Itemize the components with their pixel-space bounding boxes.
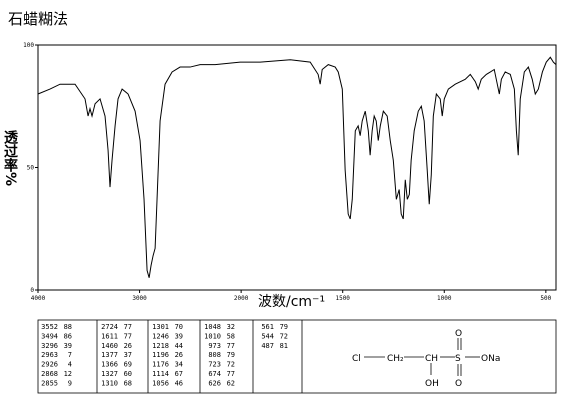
- x-tick-label: 2000: [234, 295, 249, 302]
- spectrum-line: [37, 56, 557, 278]
- peak-transmittance: 72: [280, 332, 288, 340]
- x-tick-label: 1000: [437, 295, 452, 302]
- peak-transmittance: 26: [124, 342, 132, 350]
- peak-wavenumber: 1056: [152, 379, 169, 387]
- peak-transmittance: 77: [227, 370, 235, 378]
- peak-wavenumber: 2855: [41, 379, 58, 387]
- peak-transmittance: 79: [280, 323, 288, 331]
- table-frame: [37, 319, 557, 394]
- peak-transmittance: 46: [175, 379, 183, 387]
- peak-transmittance: 70: [175, 323, 183, 331]
- peak-wavenumber: 2926: [41, 361, 58, 369]
- peak-transmittance: 68: [124, 379, 132, 387]
- peak-wavenumber: 1048: [204, 323, 221, 331]
- peak-transmittance: 44: [175, 342, 183, 350]
- peak-wavenumber: 626: [208, 379, 221, 387]
- y-tick-label: 0: [30, 287, 34, 294]
- structure: Cl CH₂ CH OH S O O ONa: [352, 329, 500, 389]
- peak-transmittance: 26: [175, 351, 183, 359]
- peak-wavenumber: 487: [261, 342, 274, 350]
- peak-wavenumber: 973: [208, 342, 221, 350]
- peak-transmittance: 62: [227, 379, 235, 387]
- peak-transmittance: 4: [68, 361, 72, 369]
- peak-wavenumber: 1460: [101, 342, 118, 350]
- peak-wavenumber: 1377: [101, 351, 118, 359]
- atom: ONa: [481, 354, 500, 364]
- peak-transmittance: 37: [124, 351, 132, 359]
- peak-wavenumber: 1010: [204, 332, 221, 340]
- peak-transmittance: 58: [227, 332, 235, 340]
- peak-transmittance: 81: [280, 342, 288, 350]
- peak-transmittance: 34: [175, 361, 183, 369]
- peak-wavenumber: 1176: [152, 361, 169, 369]
- peak-transmittance: 77: [124, 323, 132, 331]
- peak-transmittance: 32: [227, 323, 235, 331]
- peak-wavenumber: 3296: [41, 342, 58, 350]
- peak-wavenumber: 544: [261, 332, 274, 340]
- peak-transmittance: 7: [68, 351, 72, 359]
- peak-transmittance: 79: [227, 351, 235, 359]
- peak-transmittance: 9: [68, 379, 72, 387]
- peak-wavenumber: 1611: [101, 332, 118, 340]
- peak-wavenumber: 1246: [152, 332, 169, 340]
- peak-transmittance: 77: [227, 342, 235, 350]
- peak-wavenumber: 561: [261, 323, 274, 331]
- plot-frame: [37, 44, 557, 291]
- peak-wavenumber: 1366: [101, 361, 118, 369]
- peak-wavenumber: 674: [208, 370, 221, 378]
- peak-wavenumber: 2868: [41, 370, 58, 378]
- peak-wavenumber: 1327: [101, 370, 118, 378]
- y-tick-label: 50: [27, 165, 35, 172]
- peak-transmittance: 39: [175, 332, 183, 340]
- atom: CH₂: [387, 354, 404, 364]
- x-axis-label: 波数/cm⁻¹: [258, 294, 325, 310]
- x-tick-label: 4000: [31, 295, 46, 302]
- peak-wavenumber: 2724: [101, 323, 118, 331]
- x-tick-label: 1500: [335, 295, 350, 302]
- peak-transmittance: 88: [64, 323, 72, 331]
- peak-wavenumber: 1218: [152, 342, 169, 350]
- peak-transmittance: 39: [64, 342, 72, 350]
- atom: O: [455, 329, 462, 339]
- peak-wavenumber: 1196: [152, 351, 169, 359]
- peak-wavenumber: 2963: [41, 351, 58, 359]
- peak-transmittance: 60: [124, 370, 132, 378]
- peak-wavenumber: 3552: [41, 323, 58, 331]
- atom: CH: [425, 354, 438, 364]
- peak-wavenumber: 808: [208, 351, 221, 359]
- peak-transmittance: 86: [64, 332, 72, 340]
- peak-transmittance: 77: [124, 332, 132, 340]
- atom: S: [455, 354, 461, 364]
- atom: O: [455, 379, 462, 389]
- peak-wavenumber: 723: [208, 361, 221, 369]
- x-tick-label: 3000: [132, 295, 147, 302]
- atom: Cl: [352, 354, 361, 364]
- peak-wavenumber: 1310: [101, 379, 118, 387]
- peak-transmittance: 12: [64, 370, 72, 378]
- atom: OH: [425, 379, 439, 389]
- chart-title: 石蜡糊法: [8, 10, 68, 28]
- y-axis-label: 透过率%: [2, 130, 18, 186]
- peak-wavenumber: 3494: [41, 332, 58, 340]
- y-tick-label: 100: [23, 42, 34, 49]
- peak-wavenumber: 1114: [152, 370, 169, 378]
- peak-transmittance: 67: [175, 370, 183, 378]
- x-tick-label: 500: [540, 295, 551, 302]
- peak-transmittance: 72: [227, 361, 235, 369]
- peak-transmittance: 69: [124, 361, 132, 369]
- peak-wavenumber: 1301: [152, 323, 169, 331]
